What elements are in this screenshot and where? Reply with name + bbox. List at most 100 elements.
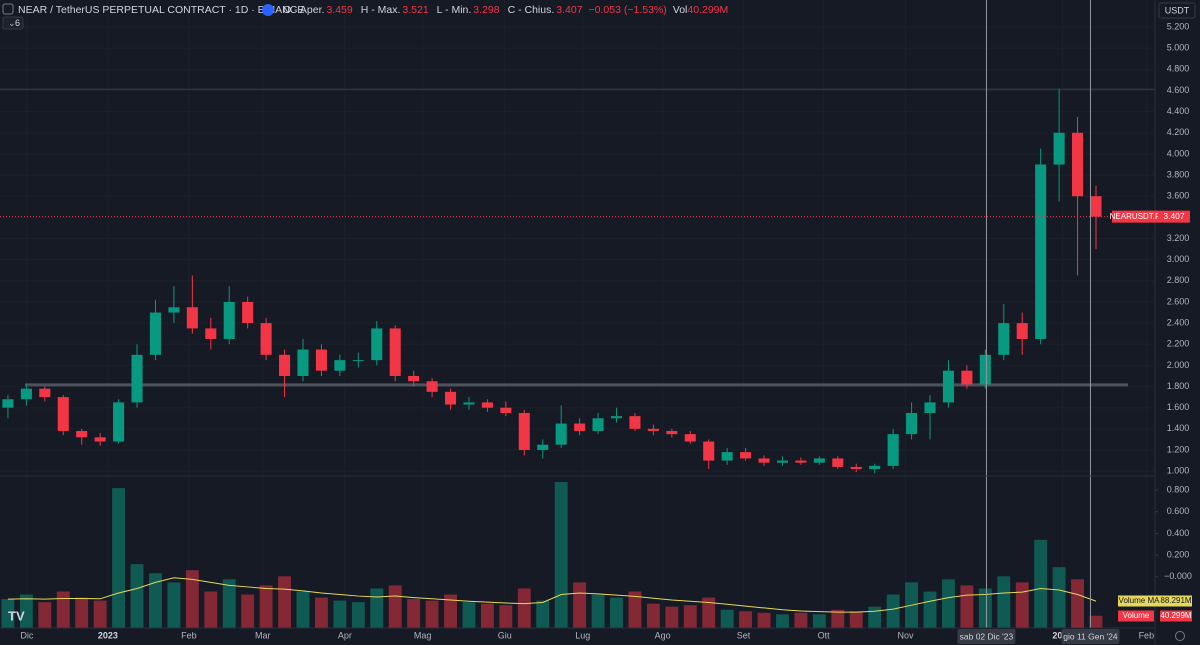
candle-body <box>813 458 825 463</box>
candle-body <box>887 434 899 466</box>
y-tick-label: 1.400 <box>1167 423 1190 433</box>
x-tick-label: Ott <box>818 630 831 640</box>
legend-label: C - Chius. <box>508 4 555 16</box>
volume-bar <box>241 594 255 628</box>
volume-bar <box>112 488 126 628</box>
volume-bar <box>1015 582 1029 628</box>
candle-body <box>610 416 623 419</box>
y-tick-label: 2.600 <box>1167 296 1190 306</box>
legend-value: 3.298 <box>473 4 499 16</box>
y-tick-label: 3.200 <box>1167 233 1190 243</box>
volume-bar <box>1 599 15 628</box>
currency-button[interactable] <box>1158 2 1196 19</box>
volume-bar <box>720 609 734 628</box>
candle-body <box>149 312 161 355</box>
candle-body <box>647 428 659 431</box>
indicator-toggle[interactable] <box>2 16 24 30</box>
candle-body <box>444 391 457 405</box>
y2-tick-label: 0.800 <box>1167 484 1190 494</box>
volume-bar <box>149 573 162 628</box>
y-tick-label: 3.800 <box>1167 169 1190 179</box>
legend-label: O - Aper. <box>283 4 324 16</box>
candle-body <box>998 323 1010 355</box>
symbol-title[interactable]: NEAR / TetherUS PERPETUAL CONTRACT · 1D … <box>18 4 304 16</box>
y2-tick-label: −0.000 <box>1164 571 1192 581</box>
candle-body <box>426 381 438 392</box>
volume-value-box <box>1160 610 1192 622</box>
candle-body <box>76 430 88 438</box>
volume-bar <box>591 594 605 628</box>
x-tick-label: 2023 <box>98 630 118 640</box>
volume-bar <box>278 576 292 628</box>
candle-body <box>39 388 51 398</box>
candle-body <box>389 328 401 376</box>
candle-body <box>481 402 493 408</box>
candle-body <box>592 418 604 431</box>
candle-body <box>279 354 291 376</box>
candle-body <box>168 307 180 313</box>
x-tick-label: Ago <box>655 630 671 640</box>
indicator-chevron: ⌄ <box>8 18 16 28</box>
x-tick-label: Set <box>737 630 751 640</box>
y-tick-label: 2.200 <box>1167 339 1190 349</box>
volume-bar <box>739 611 753 628</box>
data-badge[interactable] <box>262 4 274 16</box>
candle-body <box>776 460 789 463</box>
legend-label: H - Max. <box>361 4 401 16</box>
candle-body <box>334 360 346 371</box>
y-tick-label: 4.400 <box>1167 106 1190 116</box>
volume-bar <box>683 605 697 628</box>
ohlc-legend: O - Aper. 3.459 H - Max. 3.521 L - Min. 3.298… <box>283 4 728 16</box>
volume-ma-line <box>7 577 1097 613</box>
volume-bar <box>757 612 771 628</box>
x-tick-label: Dic <box>20 630 33 640</box>
volume-bar <box>130 564 144 628</box>
volume-bar <box>886 594 900 628</box>
volume-bar <box>978 588 992 628</box>
volume-bar <box>554 482 568 628</box>
candle-body <box>205 328 217 339</box>
x-tick-label: Lug <box>575 630 590 640</box>
logo[interactable]: TV <box>8 608 25 623</box>
candle-body <box>537 444 549 450</box>
candle-body <box>20 388 32 400</box>
volume-ma-name-box <box>1118 595 1160 607</box>
volume-bar <box>665 606 679 628</box>
legend-volume-label: Vol <box>673 4 688 16</box>
legend-value: 3.521 <box>402 4 428 16</box>
candle-body <box>906 412 918 435</box>
legend-change: −0.053 (−1.53%) <box>589 4 667 16</box>
volume-bar <box>38 602 52 628</box>
price-label-box <box>1112 210 1158 223</box>
x-tick-label: Mar <box>255 630 271 640</box>
candle-body <box>131 354 143 403</box>
volume-bar <box>333 600 347 628</box>
candle-body <box>961 370 973 385</box>
volume-ma-value-box <box>1160 595 1192 607</box>
legend-value: 3.459 <box>326 4 352 16</box>
collapse-icon[interactable] <box>2 3 14 15</box>
candle-body <box>721 452 733 461</box>
volume-bar <box>960 585 974 628</box>
volume-name-box <box>1118 610 1154 622</box>
candle-body <box>500 407 512 413</box>
volume-bar <box>1052 567 1066 628</box>
candle-body <box>2 399 14 408</box>
candle-body <box>260 323 272 355</box>
volume-ma-value: 88.291M <box>1160 596 1191 605</box>
volume-bar <box>462 602 476 628</box>
volume-bar <box>351 602 365 628</box>
candle-body <box>979 354 991 385</box>
crosshair-label: gio 11 Gen '24 <box>1063 631 1118 641</box>
volume-bar <box>222 579 236 628</box>
candle-body <box>94 437 106 442</box>
candle-body <box>869 465 881 470</box>
candle-body <box>297 349 309 376</box>
crosshair-label: sab 02 Dic '23 <box>960 631 1014 641</box>
settings-icon[interactable] <box>1175 631 1185 641</box>
volume-name: Volume <box>1123 611 1150 620</box>
x-tick-label: Feb <box>1139 630 1155 640</box>
candle-body <box>703 441 715 461</box>
